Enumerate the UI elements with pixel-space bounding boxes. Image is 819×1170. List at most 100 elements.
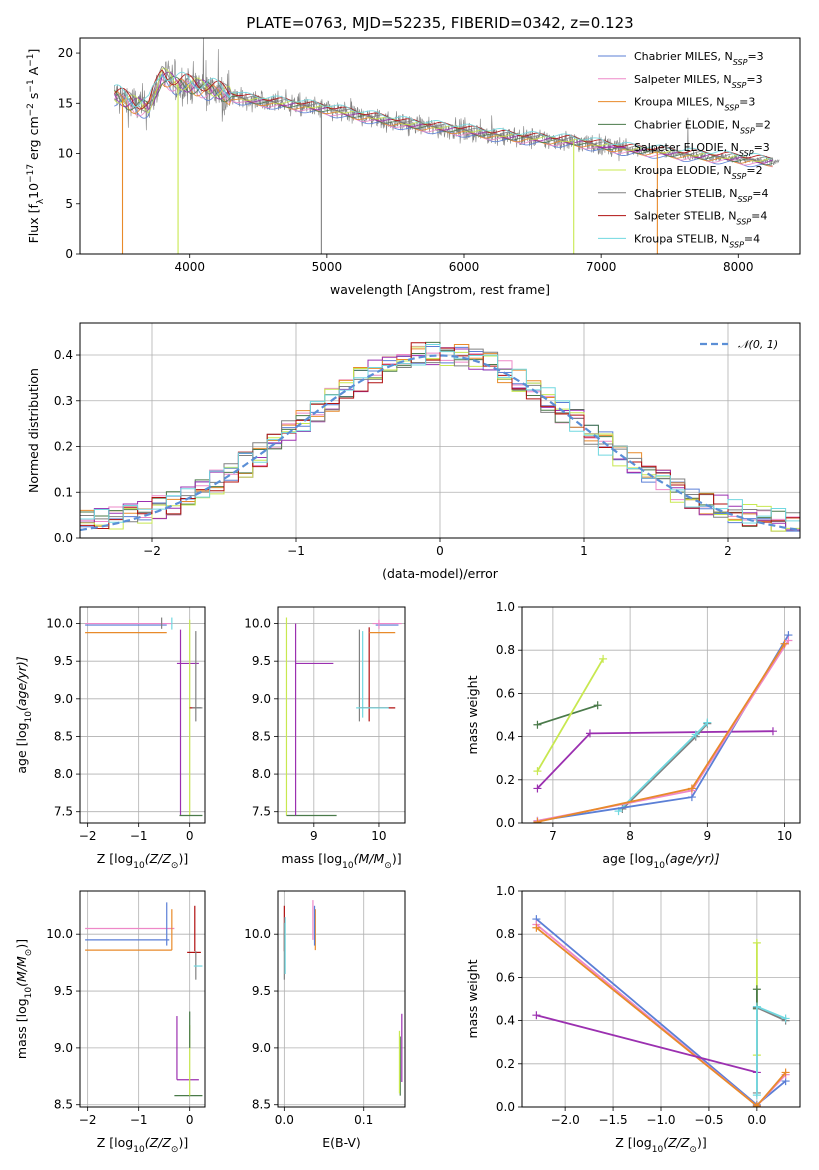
weight-marker-chabrier_elodie: [533, 720, 542, 729]
spectrum-legend: Chabrier MILES, NSSP=3 Salpeter MILES, NS…: [598, 50, 771, 249]
mass_vs_ebv-x-label: E(B-V): [322, 1135, 361, 1150]
weight-marker-chabrier_elodie: [593, 701, 602, 710]
model-line-kroupa_stelib: [114, 71, 773, 160]
y-tick-label: 15: [58, 96, 73, 110]
weight_vs_age-y-label: mass weight: [465, 675, 480, 754]
weight_vs_age-plot-area: [533, 631, 793, 823]
weight-marker-kroupa_miles: [752, 1101, 761, 1107]
y-tick-label: 0.0: [496, 1100, 515, 1114]
y-tick-label: 10.0: [46, 927, 73, 941]
weight-line-kroupa_elodie: [536, 658, 604, 772]
residuals-frame: [79, 322, 801, 539]
x-tick-label: 0: [436, 544, 444, 558]
legend-label-kroupa_miles: Kroupa MILES, NSSP=3: [634, 96, 755, 113]
weight_vs_age-axes: 7 8 9 10 0.0 0.2 0.4 0.6 0.8 1.0: [496, 600, 800, 843]
legend-label-kroupa_stelib: Kroupa STELIB, NSSP=4: [634, 232, 760, 249]
x-tick-label: 4000: [174, 260, 205, 274]
y-tick-label: 9.0: [54, 1041, 73, 1055]
x-tick-label: 5000: [312, 260, 343, 274]
weight-line-kroupa_stelib: [756, 1005, 786, 1096]
y-tick-label: 1.0: [496, 884, 515, 898]
weight-marker-kroupa_stelib: [781, 1014, 790, 1023]
x-tick-label: 0.0: [747, 1113, 766, 1127]
weight_vs_z-frame: [521, 890, 801, 1108]
y-tick-label: 9.5: [252, 984, 271, 998]
age_vs_mass-grid: [278, 607, 405, 823]
y-tick-label: 0.3: [54, 394, 73, 408]
weight_vs_z-grid: [522, 890, 800, 1108]
x-tick-label: −1: [130, 829, 148, 843]
x-tick-label: −2: [79, 1113, 97, 1127]
weight-marker-kroupa_elodie: [533, 767, 542, 776]
x-tick-label: 8000: [723, 260, 754, 274]
legend-label-chabrier_elodie: Chabrier ELODIE, NSSP=2: [634, 118, 771, 135]
model-line-chabrier_stelib: [114, 65, 773, 161]
y-tick-label: 0.1: [54, 485, 73, 499]
y-tick-label: 9.0: [252, 1041, 271, 1055]
weight-line-salpeter_elodie: [536, 1014, 758, 1074]
y-tick-label: 7.5: [252, 805, 271, 819]
y-tick-label: 0.4: [496, 730, 515, 744]
age_vs_z-plot-area: [85, 617, 203, 817]
x-tick-label: 0: [186, 829, 194, 843]
weight-marker-kroupa_stelib: [752, 1091, 761, 1100]
age_vs_z-grid: [80, 607, 205, 823]
legend-label-chabrier_miles: Chabrier MILES, NSSP=3: [634, 50, 764, 67]
histogram-chabrier_elodie: [80, 341, 800, 538]
weight-marker-kroupa_miles: [780, 639, 789, 648]
y-tick-label: 8.0: [252, 767, 271, 781]
x-tick-label: −1.0: [646, 1113, 675, 1127]
weight_vs_age-frame: [521, 606, 801, 824]
y-tick-label: 8.5: [54, 1098, 73, 1112]
y-tick-label: 9.0: [252, 692, 271, 706]
x-tick-label: 1: [580, 544, 588, 558]
y-tick-label: 0.2: [496, 1057, 515, 1071]
y-tick-label: 10.0: [46, 617, 73, 631]
y-tick-label: 0.0: [54, 531, 73, 545]
x-tick-label: 9: [704, 829, 712, 843]
y-tick-label: 8.5: [252, 1098, 271, 1112]
x-tick-label: 9: [310, 829, 318, 843]
mass_vs_z-y-label: mass [log10(M/M⊙)]: [14, 939, 34, 1059]
weight-marker-kroupa_miles: [781, 1068, 790, 1077]
y-tick-label: 0.8: [496, 643, 515, 657]
y-tick-label: 5: [65, 197, 73, 211]
age_vs_mass-frame: [277, 606, 406, 824]
spectrum-x-label: wavelength [Angstrom, rest frame]: [330, 282, 550, 297]
weight-line-chabrier_elodie: [537, 704, 598, 726]
x-tick-label: −2: [143, 544, 161, 558]
legend-label-salpeter_stelib: Salpeter STELIB, NSSP=4: [634, 210, 767, 227]
weight-marker-salpeter_elodie: [585, 729, 594, 738]
mass_vs_ebv-frame: [277, 890, 406, 1108]
weight_vs_z-axes: −2.0 −1.5 −1.0 −0.5 0.0 0.0 0.2 0.4 0.6 0.8 1.0: [496, 884, 800, 1127]
age_vs_mass-x-label: mass [log10(M/M⊙)]: [281, 851, 401, 871]
x-tick-label: −2.0: [551, 1113, 580, 1127]
weight-marker-kroupa_elodie: [599, 654, 608, 663]
x-tick-label: −1: [287, 544, 305, 558]
weight_vs_age-grid: [522, 606, 800, 824]
y-tick-label: 0.6: [496, 686, 515, 700]
weight_vs_z-x-label: Z [log10(Z/Z⊙)]: [615, 1135, 706, 1155]
weight-marker-salpeter_elodie: [533, 784, 542, 793]
residuals-x-label: (data-model)/error: [382, 566, 499, 581]
mass_vs_z-plot-area: [85, 902, 203, 1097]
y-tick-label: 1.0: [496, 600, 515, 614]
weight_vs_z-plot-area: [532, 915, 790, 1107]
x-tick-label: 7000: [586, 260, 617, 274]
y-tick-label: 0.4: [496, 1014, 515, 1028]
y-tick-label: 10.0: [244, 927, 271, 941]
y-tick-label: 20: [58, 46, 73, 60]
spectrum-y-label: Flux [fλ10−17 erg cm−2 s−1 A−1]: [26, 49, 46, 244]
weight_vs_age-x-label: age [log10(age/yr)]: [602, 851, 719, 871]
y-tick-label: 0.0: [496, 816, 515, 830]
y-tick-label: 0: [65, 247, 73, 261]
spectrum-axes: 4000 5000 6000 7000 8000 0 5 10 15 20: [58, 46, 754, 274]
weight-marker-kroupa_elodie: [752, 938, 761, 947]
age_vs_z-frame: [79, 606, 206, 824]
x-tick-label: −0.5: [694, 1113, 723, 1127]
y-tick-label: 10.0: [244, 617, 271, 631]
weight-line-chabrier_miles: [537, 634, 790, 822]
legend-label-normal: 𝒩(0, 1): [738, 338, 778, 351]
x-tick-label: 10: [777, 829, 792, 843]
